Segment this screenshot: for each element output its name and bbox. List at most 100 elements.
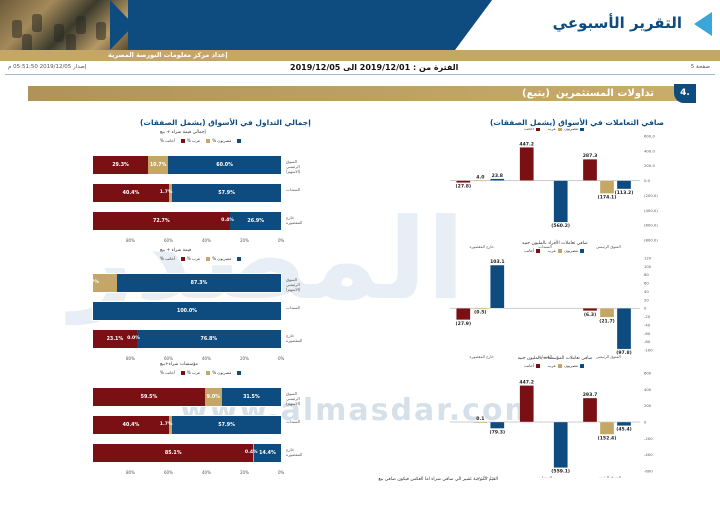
play-arrow-icon [694, 12, 712, 36]
axis-tick-label: -200 [644, 436, 653, 441]
legend-swatch [580, 364, 584, 368]
axis-tick-label: -80 [644, 339, 651, 344]
legend-label: عرب [548, 363, 556, 368]
bar-segment: 59.5% [93, 388, 205, 406]
axis-tick-label: -400 [644, 452, 653, 457]
axis-tick-label: (600.0) [644, 223, 658, 228]
legend-swatch [237, 139, 242, 143]
legend-label: عرب [548, 248, 556, 253]
axis-tick-label: 600.0 [644, 134, 655, 139]
axis-tick-label: -600 [644, 469, 653, 474]
header-arrow-shape [110, 0, 134, 50]
axis-tick-label: 80 [644, 272, 649, 277]
axis-tick-label: 0% [278, 470, 285, 475]
bar-segment [93, 274, 117, 292]
legend-item: عرب % [187, 256, 212, 261]
bar-segment: 26.9% [230, 212, 281, 230]
axis-tick-label: 0% [278, 238, 285, 243]
legend-label: مصريون % [212, 256, 232, 261]
axis-tick-label: 0% [278, 356, 285, 361]
share-chart-title: مؤسسات شراء+بيع [160, 362, 198, 367]
net-bar [473, 308, 488, 310]
legend-swatch [536, 128, 540, 131]
row-label: السندات [286, 419, 301, 424]
axis-tick-label: 80% [126, 356, 135, 361]
legend-label: أجانب % [160, 370, 175, 375]
legend-swatch [558, 364, 562, 368]
axis-tick-label: 0.0 [644, 178, 651, 183]
legend-swatch [558, 128, 562, 131]
row-label: خارج المقصورة [286, 215, 303, 225]
bar-segment: 85.1% [93, 444, 254, 462]
net-bar-label: (27.9) [456, 321, 472, 327]
legend-label: مصريون [564, 248, 578, 253]
net-bar [473, 421, 488, 424]
chart-footnote: القيم الموجبة تشير الي صافي شراء اما الع… [378, 477, 498, 482]
bar-segment [168, 416, 173, 434]
axis-tick-label: 400 [644, 387, 652, 392]
legend-swatch [536, 249, 540, 253]
report-subtitle: إعداد مركز معلومات البورصة المصرية [108, 51, 228, 59]
section-title: تداولات المستثمرين (يتبع) [522, 87, 660, 100]
bar-segment-label: 40.4% [122, 190, 140, 196]
category-label: السوق الرئيسي [596, 475, 621, 478]
category-label: خارج المقصورة [469, 354, 494, 359]
legend-label: عرب % [186, 370, 201, 375]
legend-swatch [180, 371, 185, 375]
net-bar [582, 159, 598, 181]
net-bar-label: (45.4) [616, 427, 632, 433]
bar-segment: 57.9% [172, 184, 281, 202]
net-bar-label: (560.2) [551, 223, 570, 229]
bar-segment: 14.4% [253, 444, 281, 462]
bar-segment-label: 31.5% [243, 394, 260, 400]
axis-tick-label: (800.0) [644, 238, 658, 243]
axis-tick-label: -60 [644, 331, 651, 336]
bar-segment: 40.4% [93, 184, 169, 202]
net-bar [519, 147, 534, 181]
legend-swatch [558, 249, 562, 253]
bar-segment: 31.5% [221, 388, 281, 406]
axis-tick-label: 40% [202, 356, 211, 361]
net-bar-label: (97.8) [616, 350, 632, 356]
bar-segment-label: 14.4% [259, 450, 276, 456]
stacked-bar: 57.9% 40.4% [92, 183, 282, 203]
bar-segment: 100.0% [93, 302, 281, 320]
bar-segment: 29.3% [93, 156, 149, 174]
bar-segment-label: 60.0% [216, 162, 233, 168]
legend-swatch [536, 364, 540, 368]
legend-item: مصريون % [212, 256, 243, 261]
bar-segment-label: 40.4% [122, 422, 140, 428]
net-bar-label: 23.8 [492, 173, 503, 179]
right-panel-title: صافي التعاملات في الأسواق (يشمل الصفقات) [490, 118, 664, 127]
net-charts-svg: صافي التعاملات بالمليون جنيهمصريونعربأجا… [450, 128, 658, 478]
net-bar [519, 385, 534, 423]
bar-segment-label: 72.7% [153, 218, 170, 224]
category-label: السندات [538, 354, 551, 359]
legend-swatch [206, 371, 211, 375]
section-title-text: تداولات المستثمرين [555, 88, 654, 99]
stacked-bar: 60.0% 10.7% 29.3% [92, 155, 282, 175]
bar-segment: 87.3% [116, 274, 281, 292]
net-bar [473, 180, 488, 182]
net-bar [599, 308, 615, 318]
section-banner [28, 86, 690, 101]
axis-tick-label: 80% [126, 470, 135, 475]
bar-segment: 10.7% [148, 156, 169, 174]
legend-item: عرب % [187, 138, 212, 143]
legend-swatch [580, 249, 584, 253]
net-bar-label: (113.2) [615, 190, 634, 196]
net-bar [456, 180, 471, 183]
bar-segment-label: 85.1% [164, 450, 182, 456]
net-bar [616, 180, 632, 190]
net-bar [582, 397, 598, 423]
legend-label: عرب [548, 128, 556, 131]
axis-tick-label: 40% [202, 470, 211, 475]
bar-segment-label: 57.9% [218, 422, 235, 428]
axis-tick-label: -100 [644, 348, 653, 353]
net-bar-label: (0.5) [474, 309, 486, 315]
net-bar-label: (79.3) [490, 429, 506, 435]
bar-segment-label: 10.7% [149, 162, 167, 168]
bar-segment: 76.8% [136, 330, 281, 348]
bar-segment-label: 1.7% [159, 190, 173, 195]
net-bar-label: (559.1) [551, 469, 570, 475]
